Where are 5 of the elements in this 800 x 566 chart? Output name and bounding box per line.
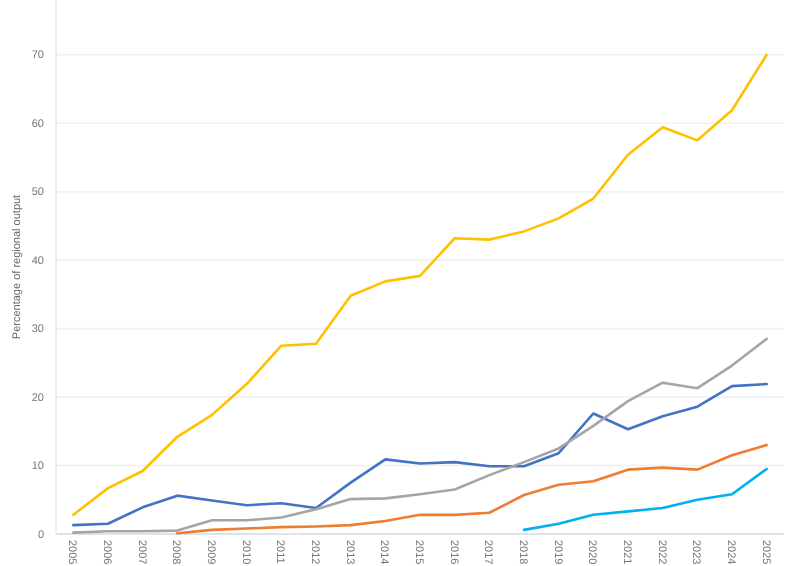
line-series bbox=[176, 443, 768, 535]
line-series bbox=[522, 467, 768, 532]
line-series bbox=[72, 53, 768, 517]
line-series bbox=[72, 337, 768, 534]
line-series bbox=[72, 382, 768, 527]
